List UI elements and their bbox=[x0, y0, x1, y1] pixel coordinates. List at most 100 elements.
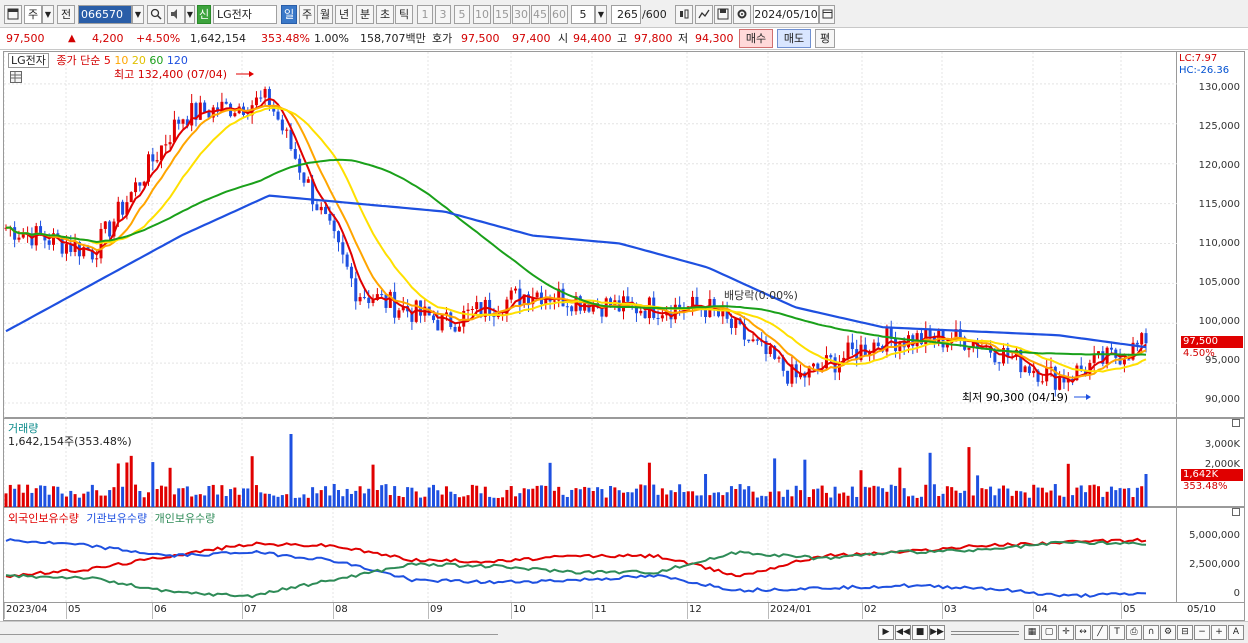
x-tick: 05 bbox=[1123, 604, 1136, 615]
volume-bar bbox=[781, 496, 785, 508]
market-button[interactable]: 전 bbox=[57, 5, 75, 24]
volume-bar bbox=[557, 486, 561, 508]
interval-second-tab[interactable]: 초 bbox=[376, 5, 394, 24]
interval-year-tab[interactable]: 년 bbox=[335, 5, 353, 24]
interval-day-tab[interactable]: 일 bbox=[281, 5, 297, 24]
volume-chart[interactable] bbox=[4, 419, 1178, 508]
ask-label: 호가 bbox=[432, 32, 453, 45]
window-icon[interactable]: ▢ bbox=[1041, 625, 1057, 640]
volume-bar bbox=[622, 492, 625, 508]
buy-button[interactable]: 매수 bbox=[739, 29, 773, 48]
volume-bar bbox=[1109, 486, 1113, 508]
candle-body bbox=[626, 296, 630, 302]
magnet-icon[interactable]: ∩ bbox=[1143, 625, 1159, 640]
save-icon[interactable] bbox=[714, 5, 732, 24]
zoom-slider[interactable] bbox=[951, 631, 1019, 635]
volume-bar bbox=[1023, 492, 1027, 508]
x-tick-mark bbox=[862, 603, 863, 619]
x-tick: 02 bbox=[864, 604, 877, 615]
volume-bar bbox=[729, 486, 733, 508]
interval-tick-tab[interactable]: 틱 bbox=[395, 5, 413, 24]
y-tick: 115,000 bbox=[1198, 199, 1240, 210]
minute-option-30[interactable]: 30 bbox=[512, 5, 530, 24]
volume-bar bbox=[159, 485, 163, 508]
candle-body bbox=[829, 355, 833, 358]
volume-panel[interactable]: 거래량 1,642,154주(353.48%) bbox=[3, 418, 1178, 508]
price-chart[interactable] bbox=[4, 52, 1178, 419]
chevron-down-icon[interactable]: ▼ bbox=[132, 5, 144, 24]
settings-icon[interactable]: ⚙ bbox=[1160, 625, 1176, 640]
individual-line bbox=[5, 540, 1147, 599]
plus-icon[interactable]: + bbox=[1211, 625, 1227, 640]
interval-month-tab[interactable]: 월 bbox=[317, 5, 333, 24]
font-size-icon[interactable]: A bbox=[1228, 625, 1244, 640]
chevron-down-icon[interactable]: ▼ bbox=[595, 5, 607, 24]
scroll-track[interactable] bbox=[0, 634, 498, 640]
x-tick-mark bbox=[942, 603, 943, 619]
minute-option-15[interactable]: 15 bbox=[493, 5, 511, 24]
print-icon[interactable]: ⎙ bbox=[1126, 625, 1142, 640]
volume-bar bbox=[362, 493, 366, 508]
period-type-select[interactable]: 주 bbox=[24, 5, 42, 24]
fast-forward-icon[interactable]: ▶▶ bbox=[929, 625, 945, 640]
candle-body bbox=[907, 335, 910, 348]
minute-option-60[interactable]: 60 bbox=[550, 5, 568, 24]
average-button[interactable]: 평 bbox=[815, 29, 835, 48]
minute-option-1[interactable]: 1 bbox=[417, 5, 433, 24]
candle-type-icon[interactable] bbox=[675, 5, 693, 24]
interval-week-tab[interactable]: 주 bbox=[299, 5, 315, 24]
volume-bar bbox=[591, 491, 595, 508]
rewind-icon[interactable]: ◀◀ bbox=[895, 625, 911, 640]
chevron-down-icon[interactable]: ▼ bbox=[42, 5, 54, 24]
institution-line bbox=[5, 538, 1147, 598]
x-tick: 03 bbox=[944, 604, 957, 615]
sell-button[interactable]: 매도 bbox=[777, 29, 811, 48]
count-input[interactable]: 265 bbox=[611, 5, 641, 24]
crosshair-icon[interactable]: ✛ bbox=[1058, 625, 1074, 640]
date-input[interactable]: 2024/05/10 bbox=[753, 5, 819, 24]
x-tick: 12 bbox=[689, 604, 702, 615]
candle-body bbox=[514, 288, 518, 291]
x-tick-mark bbox=[152, 603, 153, 619]
candle-body bbox=[328, 214, 332, 221]
table-icon[interactable] bbox=[10, 71, 22, 83]
chevron-down-icon[interactable]: ▼ bbox=[185, 5, 195, 24]
search-icon[interactable] bbox=[147, 5, 165, 24]
draw-line-icon[interactable]: ╱ bbox=[1092, 625, 1108, 640]
holding-chart[interactable] bbox=[4, 508, 1178, 604]
stock-name-field[interactable]: LG전자 bbox=[213, 5, 277, 24]
collapse-icon[interactable] bbox=[1232, 508, 1240, 516]
price-panel[interactable]: LG전자 종가 단순 5 10 20 60 120 최고 132,400 (07… bbox=[3, 51, 1178, 419]
hc-label: HC:-26.36 bbox=[1179, 65, 1230, 76]
measure-icon[interactable]: ↔ bbox=[1075, 625, 1091, 640]
grid-icon[interactable]: ▦ bbox=[1024, 625, 1040, 640]
volume-bar bbox=[1014, 490, 1018, 508]
layout-icon[interactable] bbox=[4, 5, 22, 24]
volume-bar bbox=[570, 489, 574, 508]
interval-value-select[interactable]: 5 bbox=[571, 5, 595, 24]
candle-body bbox=[885, 327, 889, 352]
candle-body bbox=[332, 220, 336, 232]
volume-bar bbox=[1118, 488, 1122, 508]
ruler-icon[interactable]: ⊟ bbox=[1177, 625, 1193, 640]
interval-minute-tab[interactable]: 분 bbox=[356, 5, 374, 24]
minute-option-5[interactable]: 5 bbox=[454, 5, 470, 24]
dividend-annotation: 배당락(0.00%) bbox=[724, 289, 798, 302]
speaker-icon[interactable] bbox=[167, 5, 185, 24]
x-tick-mark bbox=[592, 603, 593, 619]
minute-option-45[interactable]: 45 bbox=[531, 5, 549, 24]
collapse-icon[interactable] bbox=[1232, 419, 1240, 427]
minute-option-10[interactable]: 10 bbox=[473, 5, 491, 24]
holding-panel[interactable]: 외국인보유수량 기관보유수량 개인보유수량 bbox=[3, 507, 1178, 604]
scroll-right-icon[interactable]: ▶ bbox=[878, 625, 894, 640]
stock-code-input[interactable]: 066570 bbox=[78, 5, 132, 24]
text-icon[interactable]: T bbox=[1109, 625, 1125, 640]
minute-option-3[interactable]: 3 bbox=[435, 5, 451, 24]
stop-icon[interactable]: ■ bbox=[912, 625, 928, 640]
candle-body bbox=[552, 300, 556, 302]
calendar-icon[interactable] bbox=[819, 5, 835, 24]
minus-icon[interactable]: − bbox=[1194, 625, 1210, 640]
gear-icon[interactable] bbox=[733, 5, 751, 24]
indicator-icon[interactable] bbox=[695, 5, 713, 24]
candle-body bbox=[341, 242, 345, 255]
